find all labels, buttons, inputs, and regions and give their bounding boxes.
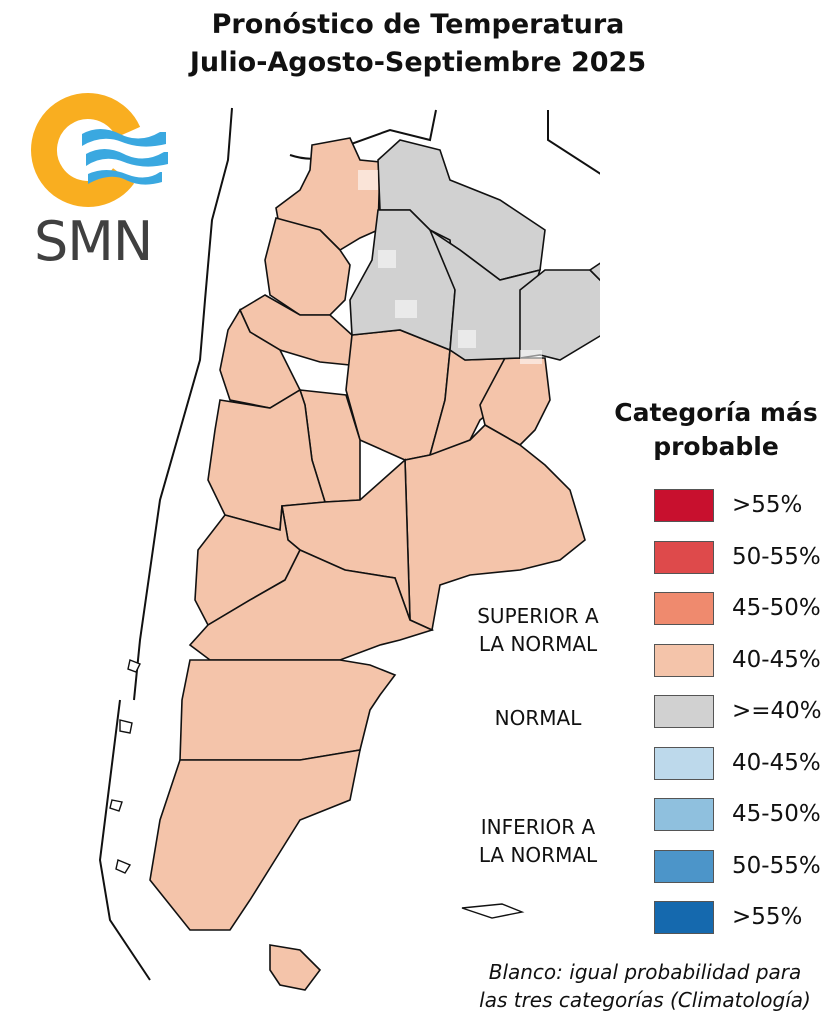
blanco-patch-5 — [520, 350, 542, 364]
title-line-2: Julio-Agosto-Septiembre 2025 — [189, 47, 647, 78]
island-5 — [461, 903, 525, 919]
legend-swatch-5 — [654, 747, 714, 780]
legend-label-6: 45-50% — [732, 801, 821, 827]
border-paraguay — [547, 110, 600, 175]
legend-label-4: >=40% — [732, 698, 822, 724]
blanco-patch-2 — [378, 250, 396, 268]
island-4 — [115, 859, 132, 874]
legend-swatch-6 — [654, 798, 714, 831]
province-tierra-del-fuego — [269, 944, 322, 991]
blanco-patch-1 — [358, 170, 378, 190]
logo-sun-ring — [31, 93, 145, 207]
legend-group-inferior: INFERIOR A LA NORMAL — [458, 813, 618, 869]
legend-swatch-4 — [654, 695, 714, 728]
island-1 — [127, 659, 141, 673]
coast-west-south — [98, 699, 151, 981]
island-2 — [119, 719, 133, 734]
province-santa-cruz — [149, 749, 362, 931]
normal-regions — [349, 139, 600, 361]
legend-title: Categoría más probable — [596, 396, 836, 464]
logo-wave-1 — [82, 129, 166, 147]
legend-label-2: 45-50% — [732, 595, 821, 621]
province-buenos-aires — [404, 424, 586, 632]
legend-group-normal: NORMAL — [494, 706, 582, 730]
legend-swatch-3 — [654, 644, 714, 677]
legend-label-8: >55% — [732, 904, 803, 930]
legend-swatch-8 — [654, 901, 714, 934]
legend-label-7: 50-55% — [732, 853, 821, 879]
legend-group-inferior-line-1: INFERIOR A — [480, 815, 596, 839]
legend-label-3: 40-45% — [732, 647, 821, 673]
legend-swatch-2 — [654, 592, 714, 625]
legend-group-superior-line-2: LA NORMAL — [478, 632, 598, 656]
legend-title-line-2: probable — [653, 432, 779, 461]
blanco-patch-3 — [395, 300, 417, 318]
legend-label-5: 40-45% — [732, 750, 821, 776]
note-line-1: Blanco: igual probabilidad para — [488, 960, 802, 984]
island-3 — [109, 799, 123, 812]
legend-group-superior: SUPERIOR A LA NORMAL — [458, 602, 618, 658]
note-line-2: las tres categorías (Climatología) — [479, 988, 811, 1012]
legend-label-1: 50-55% — [732, 544, 821, 570]
province-entre-rios — [479, 357, 551, 446]
logo-wave-2 — [86, 149, 168, 167]
province-misiones — [588, 262, 600, 282]
legend-swatch-0 — [654, 489, 714, 522]
climatology-note: Blanco: igual probabilidad para las tres… — [460, 958, 830, 1014]
logo-wave-3 — [88, 170, 162, 185]
legend-title-line-1: Categoría más — [614, 398, 818, 427]
blanco-patches — [358, 170, 542, 364]
legend-swatch-7 — [654, 850, 714, 883]
argentina-map — [98, 107, 600, 991]
border-chile-north — [133, 107, 233, 701]
map-title: Pronóstico de Temperatura Julio-Agosto-S… — [0, 6, 836, 82]
smn-logo — [31, 93, 168, 207]
legend-swatch-1 — [654, 541, 714, 574]
legend-group-superior-line-1: SUPERIOR A — [477, 604, 599, 628]
coast-islands — [109, 659, 525, 919]
province-rio-negro — [188, 548, 435, 661]
title-line-1: Pronóstico de Temperatura — [211, 9, 625, 40]
logo-text: SMN — [34, 210, 153, 273]
blanco-patch-4 — [458, 330, 476, 348]
province-catamarca-tucuman — [264, 217, 351, 316]
legend-group-inferior-line-2: LA NORMAL — [478, 843, 598, 867]
province-corrientes — [519, 269, 600, 361]
province-chubut — [179, 659, 397, 761]
superior-regions — [149, 137, 586, 991]
legend-label-0: >55% — [732, 492, 803, 518]
